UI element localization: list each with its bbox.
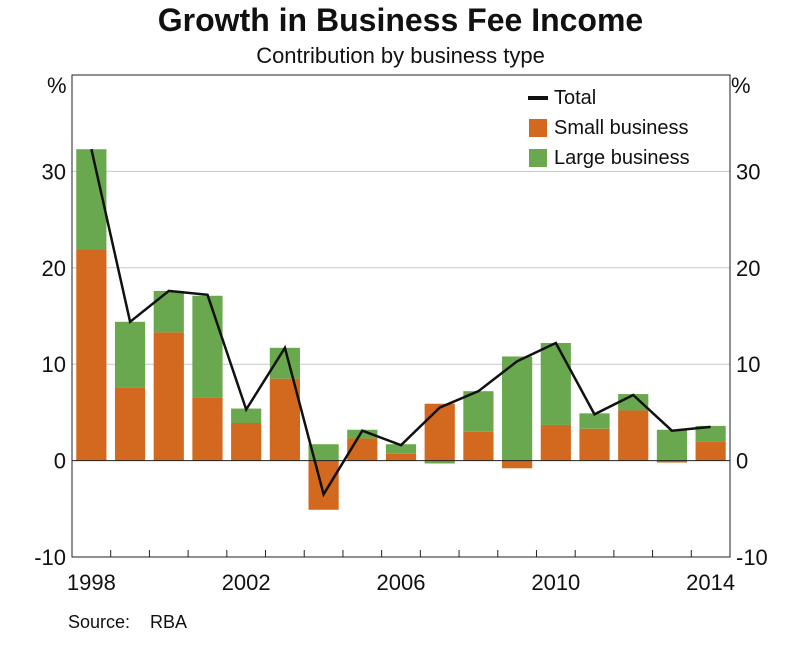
bar-small-business: [385, 453, 417, 461]
legend-item-large-business: Large business: [528, 143, 690, 173]
y-tick-label-right: 30: [736, 159, 760, 184]
legend-label-large-business: Large business: [554, 147, 690, 169]
bar-small-business: [76, 249, 107, 461]
x-tick-label: 2014: [686, 570, 735, 595]
legend-label-small-business: Small business: [554, 117, 689, 139]
bar-large-business: [347, 429, 378, 439]
x-tick-label: 2006: [377, 570, 426, 595]
y-tick-label-left: 10: [42, 352, 66, 377]
bar-large-business: [424, 460, 455, 464]
bar-large-business: [192, 295, 223, 398]
y-tick-label-left: 20: [42, 256, 66, 281]
plot-frame: [71, 74, 731, 558]
bar-large-business: [656, 429, 688, 461]
y-tick-label-right: 20: [736, 256, 760, 281]
bar-small-business: [153, 332, 184, 461]
bar-large-business: [695, 425, 726, 442]
bar-large-business: [463, 391, 494, 432]
chart-title: Growth in Business Fee Income: [157, 2, 644, 38]
legend: Total Small business Large business: [528, 83, 690, 173]
legend-item-small-business: Small business: [528, 113, 690, 143]
bar-small-business: [192, 397, 223, 461]
source-note: Source: RBA: [68, 612, 188, 632]
legend-swatch-total: [528, 96, 548, 100]
bar-large-business: [308, 444, 339, 461]
bar-small-business: [540, 424, 571, 461]
chart-subtitle: Contribution by business type: [256, 43, 545, 68]
y-tick-label-right: 10: [736, 352, 760, 377]
bar-small-business: [231, 423, 262, 461]
bar-large-business: [231, 408, 262, 424]
bar-small-business: [463, 431, 494, 461]
bar-small-business: [308, 460, 339, 510]
bar-large-business: [579, 413, 610, 429]
bar-small-business: [618, 410, 649, 461]
bar-small-business: [695, 441, 726, 461]
legend-swatch-large-business: [529, 149, 547, 167]
y-tick-label-left: 0: [54, 449, 66, 474]
bar-large-business: [114, 321, 146, 388]
x-tick-label: 2010: [531, 570, 580, 595]
bar-large-business: [540, 342, 571, 425]
y-tick-label-right: -10: [736, 545, 768, 570]
y-axis-unit-left: %: [47, 73, 67, 98]
bar-small-business: [424, 403, 455, 461]
bar-small-business: [269, 378, 300, 461]
bar-small-business: [114, 387, 146, 461]
y-tick-label-left: 30: [42, 159, 66, 184]
bar-large-business: [153, 290, 184, 333]
y-tick-label-right: 0: [736, 449, 748, 474]
y-tick-label-left: -10: [34, 545, 66, 570]
bar-small-business: [502, 460, 533, 469]
y-axis-unit-right: %: [731, 73, 751, 98]
bar-large-business: [385, 444, 417, 454]
bar-large-business: [502, 356, 533, 461]
bar-small-business: [579, 428, 610, 461]
x-tick-label: 1998: [67, 570, 116, 595]
x-tick-label: 2002: [222, 570, 271, 595]
legend-swatch-small-business: [529, 119, 547, 137]
bar-small-business: [656, 460, 688, 463]
legend-item-total: Total: [528, 83, 690, 113]
series-line-total: [90, 148, 711, 498]
legend-label-total: Total: [554, 87, 597, 109]
